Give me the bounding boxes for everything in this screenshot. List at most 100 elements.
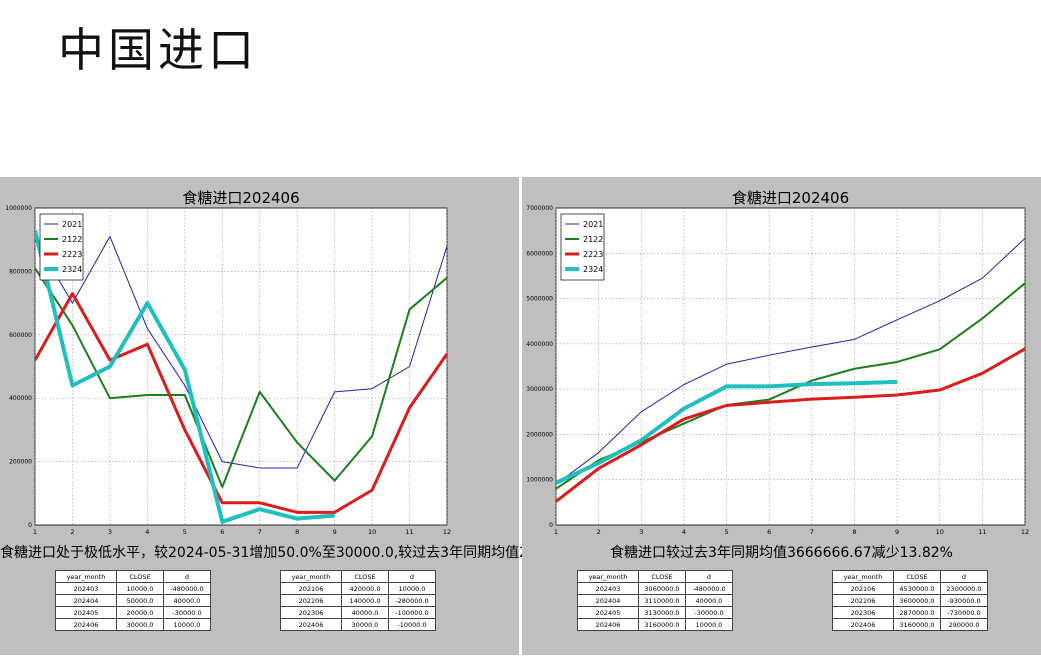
table-cell: 202405 (55, 606, 117, 619)
chart-panel-right: 食糖进口202406 1 2 3 4 5 6 7 8 9 10 11 12 0 1000000 2000000… (522, 177, 1041, 655)
series-line-2122 (35, 267, 447, 488)
table-cell: 40000.0 (341, 606, 389, 619)
table-header-cell: year_month (55, 570, 117, 583)
x-tick-label: 12 (1021, 528, 1029, 536)
x-tick-label: 7 (258, 528, 262, 536)
table-cell: 10000.0 (685, 618, 733, 631)
x-tick-label: 3 (639, 528, 643, 536)
table-row: 202306 2870000.0 -730000.0 (832, 606, 988, 619)
series-line-2021 (556, 237, 1025, 485)
table-cell: 3130000.0 (638, 606, 686, 619)
x-tick-label: 2 (70, 528, 74, 536)
y-tick-label: 1000000 (5, 205, 32, 212)
table-cell: 3060000.0 (638, 582, 686, 595)
series-group (556, 237, 1025, 503)
table-cell: -280000.0 (388, 594, 436, 607)
table-header-cell: d (940, 570, 988, 583)
series-line-2223 (556, 347, 1025, 503)
x-tick-label: 8 (295, 528, 299, 536)
table-cell: 202406 (55, 618, 117, 631)
x-tick-label: 6 (767, 528, 771, 536)
table-header-cell: year_month (280, 570, 342, 583)
table-row: 202106 4530000.0 2300000.0 (832, 582, 988, 595)
x-tick-label: 3 (108, 528, 112, 536)
table-cell: 202206 (832, 594, 894, 607)
y-tick-label: 800000 (9, 268, 32, 275)
table-cell: 30000.0 (341, 618, 389, 631)
series-line-2324 (35, 229, 335, 524)
x-tick-label: 10 (368, 528, 376, 536)
x-tick-label: 1 (554, 528, 558, 536)
table-header-cell: CLOSE (638, 570, 686, 583)
table-cell: 290000.0 (940, 618, 988, 631)
table-cell: 202306 (832, 606, 894, 619)
chart-right-summary: 食糖进口较过去3年同期均值3666666.67减少13.82% (610, 545, 953, 561)
table-cell: 2300000.0 (940, 582, 988, 595)
table-cell: 140000.0 (341, 594, 389, 607)
slide-title: 中国进口 (58, 23, 258, 77)
y-tick-label: 6000000 (526, 250, 553, 257)
legend-label: 2021 (62, 220, 82, 229)
y-tick-label: 0 (28, 522, 32, 529)
table-header-cell: d (685, 570, 733, 583)
table-cell: 4530000.0 (893, 582, 941, 595)
table-cell: 10000.0 (163, 618, 211, 631)
table-cell: 202406 (832, 618, 894, 631)
table-cell: 202406 (577, 618, 639, 631)
chart-title: 食糖进口202406 (182, 189, 299, 207)
table-cell: 3600000.0 (893, 594, 941, 607)
table-cell: 30000.0 (116, 618, 164, 631)
legend (39, 213, 84, 281)
y-tick-label: 5000000 (526, 296, 553, 303)
table-cell: 3110000.0 (638, 594, 686, 607)
y-tick-label: 200000 (9, 459, 32, 466)
chart-left-table-recent: year_month CLOSE d 202403 10000.0 -480000.0 20… (55, 570, 211, 631)
table-cell: -30000.0 (163, 606, 211, 619)
legend-label: 2021 (583, 220, 603, 229)
table-row: 202403 3060000.0 -480000.0 (577, 582, 733, 595)
plot-area (555, 207, 1026, 526)
chart-panel-left: 食糖进口202406 1 2 3 4 5 6 7 8 9 10 11 12 0 200000 400000 60… (0, 177, 664, 655)
table-row: 202106 420000.0 10000.0 (280, 582, 436, 595)
table-cell: 420000.0 (341, 582, 389, 595)
table-cell: 50000.0 (116, 594, 164, 607)
y-tick-label: 7000000 (526, 205, 553, 212)
table-row: 202406 3160000.0 290000.0 (832, 618, 988, 631)
chart-left-summary: 食糖进口处于极低水平，较2024-05-31增加50.0%至30000.0,较过… (0, 545, 664, 561)
chart-right-table-recent: year_month CLOSE d 202403 3060000.0 -480000.0… (577, 570, 733, 631)
y-tick-label: 1000000 (526, 477, 553, 484)
chart-title: 食糖进口202406 (732, 189, 849, 207)
legend-label: 2324 (62, 265, 82, 274)
x-tick-label: 5 (724, 528, 728, 536)
chart-right-table-yoy: year_month CLOSE d 202106 4530000.0 2300000.0… (832, 570, 988, 631)
table-header-cell: d (163, 570, 211, 583)
table-cell: 3160000.0 (893, 618, 941, 631)
series-line-2021 (35, 236, 447, 469)
table-cell: 202206 (280, 594, 342, 607)
chart-left-table-yoy: year_month CLOSE d 202106 420000.0 10000.0 202… (280, 570, 436, 631)
x-tick-label: 7 (810, 528, 814, 536)
table-cell: 10000.0 (388, 582, 436, 595)
series-group (35, 229, 447, 524)
y-tick-label: 400000 (9, 395, 32, 402)
table-row: 202406 30000.0 10000.0 (55, 618, 211, 631)
table-row: 202405 20000.0 -30000.0 (55, 606, 211, 619)
legend-label: 2324 (583, 265, 603, 274)
table-cell: 202403 (577, 582, 639, 595)
y-tick-label: 600000 (9, 332, 32, 339)
table-header-cell: CLOSE (341, 570, 389, 583)
plot-area (34, 207, 448, 526)
x-tick-label: 6 (220, 528, 224, 536)
table-header-cell: d (388, 570, 436, 583)
table-row: 202405 3130000.0 -30000.0 (577, 606, 733, 619)
table-row: 202403 10000.0 -480000.0 (55, 582, 211, 595)
table-cell: -480000.0 (163, 582, 211, 595)
table-cell: 202306 (280, 606, 342, 619)
y-tick-label: 4000000 (526, 341, 553, 348)
x-tick-label: 9 (333, 528, 337, 536)
x-tick-label: 10 (936, 528, 944, 536)
table-cell: 202404 (55, 594, 117, 607)
x-tick-label: 12 (443, 528, 451, 536)
x-tick-label: 2 (597, 528, 601, 536)
table-cell: 202406 (280, 618, 342, 631)
